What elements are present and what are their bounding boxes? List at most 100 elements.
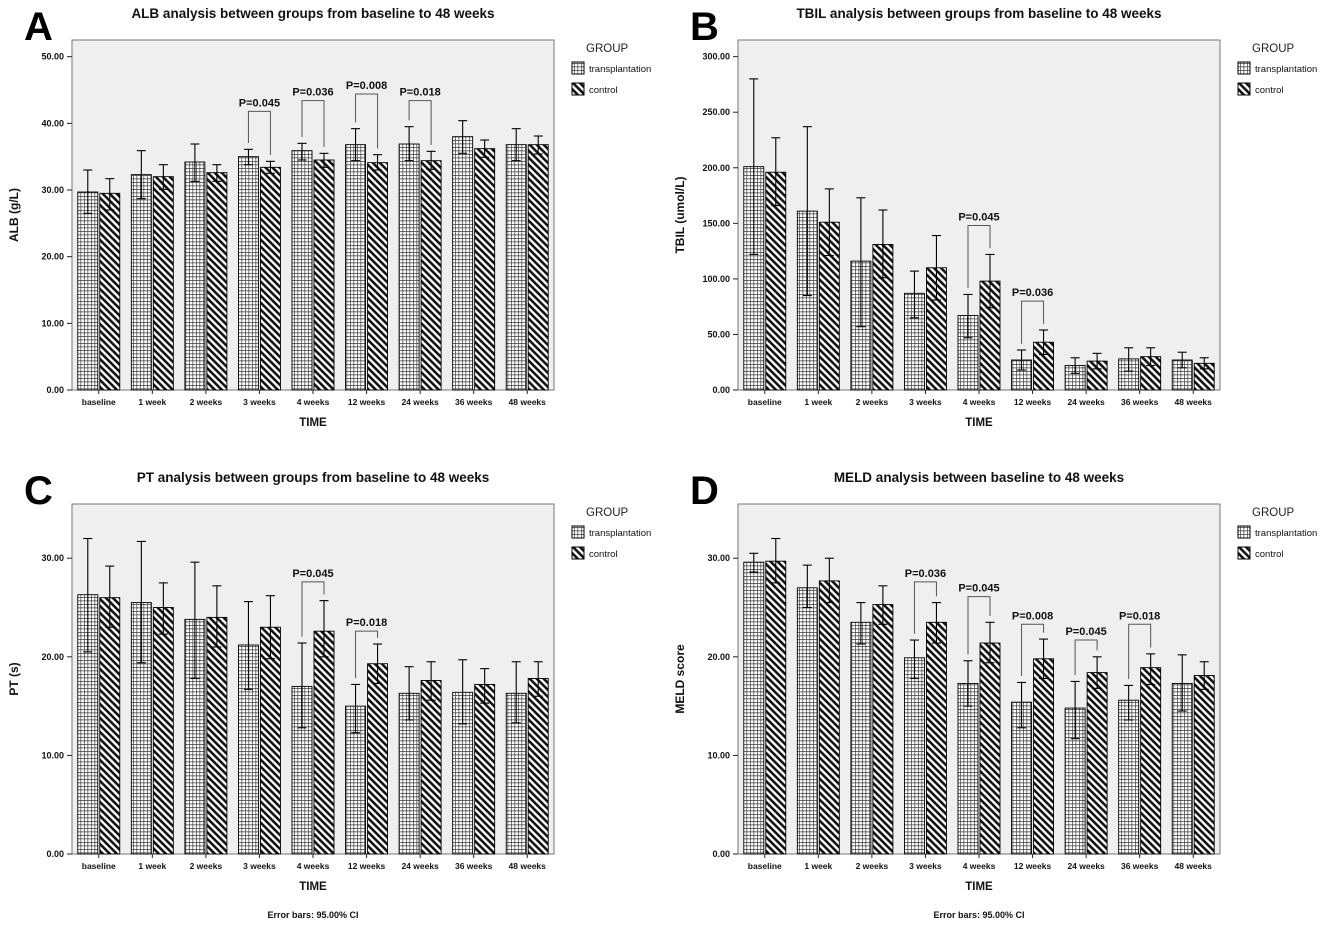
x-tick-label: 1 week: [138, 861, 166, 871]
bar-control-3-weeks: [259, 166, 281, 391]
error-bar-transplantation-24-weeks: [1070, 357, 1080, 374]
significance-bracket: [1021, 623, 1045, 677]
plot-area: [737, 503, 1221, 855]
plot-area: [71, 503, 555, 855]
significance-bracket: [408, 100, 432, 146]
x-tick-label: baseline: [82, 861, 116, 871]
x-tick-label: 3 weeks: [243, 861, 276, 871]
error-bar-control-24-weeks: [426, 150, 436, 170]
error-bar-transplantation-1-week: [802, 564, 812, 609]
error-bar-control-24-weeks: [426, 661, 436, 701]
error-bar-control-48-weeks: [533, 135, 543, 155]
legend-swatch-crosshatch-icon: [571, 61, 585, 75]
bar-control-2-weeks: [206, 172, 228, 391]
x-tick-label: 12 weeks: [1014, 397, 1052, 407]
y-tick-label: 20.00: [707, 652, 730, 662]
error-bar-control-36-weeks: [480, 668, 490, 704]
error-bar-control-36-weeks: [480, 139, 490, 158]
error-bar-control-baseline: [771, 137, 781, 207]
x-tick-label: 3 weeks: [243, 397, 276, 407]
x-tick-label: 2 weeks: [190, 861, 223, 871]
significance-bracket: [355, 630, 379, 679]
chart-svg-panel-D: 0.00 10.00 20.00 30.00 baseline 1 week 2 weeks…: [673, 469, 1317, 920]
legend-swatch-crosshatch-icon: [1237, 61, 1251, 75]
y-tick-label: 200.00: [702, 163, 730, 173]
p-value-label: P=0.045: [239, 97, 280, 109]
chart-svg-panel-A: 0.00 10.00 20.00 30.00 40.00 50.00 baseline 1 w…: [7, 5, 651, 429]
error-bar-transplantation-3-weeks: [243, 601, 253, 690]
error-bar-transplantation-1-week: [802, 126, 812, 297]
x-tick-label: 2 weeks: [190, 397, 223, 407]
error-bar-transplantation-48-weeks: [511, 661, 521, 724]
p-value-label: P=0.008: [346, 80, 387, 92]
x-tick-label: 36 weeks: [455, 861, 493, 871]
chart-title: MELD analysis between baseline to 48 wee…: [834, 470, 1124, 485]
error-bar-transplantation-48-weeks: [1177, 654, 1187, 712]
error-bar-transplantation-4-weeks: [297, 142, 307, 161]
bar-control-24-weeks: [1086, 672, 1108, 855]
error-bar-transplantation-12-weeks: [1017, 349, 1027, 371]
error-bar-transplantation-24-weeks: [404, 666, 414, 721]
bar-control-baseline: [765, 560, 787, 855]
panel-letter: C: [24, 469, 53, 513]
x-tick-label: baseline: [748, 861, 782, 871]
y-axis-title: ALB (g/L): [7, 188, 21, 242]
panel-B-tbil-chart: 0.00 50.00 100.00 150.00 200.00 250.00 300.00 b…: [666, 0, 1333, 464]
p-value-label: P=0.045: [292, 568, 333, 580]
error-bar-control-4-weeks: [319, 152, 329, 168]
legend-swatch-crosshatch-icon: [571, 525, 585, 539]
chart-title: PT analysis between groups from baseline…: [137, 470, 490, 485]
bar-control-48-weeks: [527, 678, 549, 855]
error-bar-control-36-weeks: [1146, 653, 1156, 685]
bar-control-3-weeks: [925, 621, 947, 855]
error-bar-control-3-weeks: [265, 595, 275, 660]
bar-control-baseline: [99, 597, 121, 855]
error-bar-control-4-weeks: [985, 253, 995, 309]
p-value-label: P=0.018: [399, 87, 440, 99]
legend-swatch-diagonal-icon: [1237, 546, 1251, 560]
x-tick-label: 1 week: [804, 861, 832, 871]
y-tick-label: 30.00: [41, 185, 64, 195]
bar-control-48-weeks: [1193, 675, 1215, 855]
bar-transplantation-baseline: [743, 561, 765, 855]
bar-control-48-weeks: [527, 144, 549, 391]
p-value-label: P=0.018: [1119, 610, 1160, 622]
bar-control-12-weeks: [1033, 658, 1055, 855]
error-bar-control-1-week: [158, 582, 168, 635]
x-tick-label: 36 weeks: [1121, 861, 1159, 871]
y-tick-label: 0.00: [712, 849, 730, 859]
error-bar-transplantation-2-weeks: [856, 197, 866, 328]
error-bars-footnote: Error bars: 95.00% CI: [933, 910, 1024, 920]
error-bar-control-48-weeks: [533, 661, 543, 697]
error-bar-transplantation-12-weeks: [351, 683, 361, 734]
y-tick-label: 20.00: [41, 652, 64, 662]
p-value-label: P=0.045: [1065, 626, 1106, 638]
x-axis-title: TIME: [299, 881, 327, 893]
legend-swatch-diagonal-icon: [571, 82, 585, 96]
y-tick-label: 300.00: [702, 52, 730, 62]
x-tick-label: 48 weeks: [509, 861, 547, 871]
panel-letter: A: [24, 5, 53, 49]
significance-bracket: [913, 581, 937, 634]
x-tick-label: 4 weeks: [963, 861, 996, 871]
error-bar-control-1-week: [824, 188, 834, 257]
plot-area: [71, 39, 555, 391]
y-tick-label: 0.00: [46, 385, 64, 395]
bar-control-1-week: [152, 607, 174, 855]
error-bar-control-4-weeks: [985, 621, 995, 664]
error-bar-transplantation-12-weeks: [351, 128, 361, 162]
x-tick-label: 48 weeks: [1175, 397, 1213, 407]
x-tick-label: 4 weeks: [963, 397, 996, 407]
bar-control-36-weeks: [1140, 667, 1162, 855]
x-tick-label: 24 weeks: [401, 861, 439, 871]
significance-bracket: [301, 100, 325, 148]
error-bar-transplantation-baseline: [83, 169, 93, 214]
error-bar-control-3-weeks: [931, 602, 941, 644]
legend-swatch-diagonal-icon: [571, 546, 585, 560]
y-tick-label: 50.00: [41, 52, 64, 62]
x-tick-label: 36 weeks: [455, 397, 493, 407]
bar-control-1-week: [818, 580, 840, 855]
error-bar-transplantation-24-weeks: [1070, 680, 1080, 740]
error-bar-transplantation-1-week: [136, 540, 146, 664]
error-bar-control-1-week: [824, 557, 834, 604]
